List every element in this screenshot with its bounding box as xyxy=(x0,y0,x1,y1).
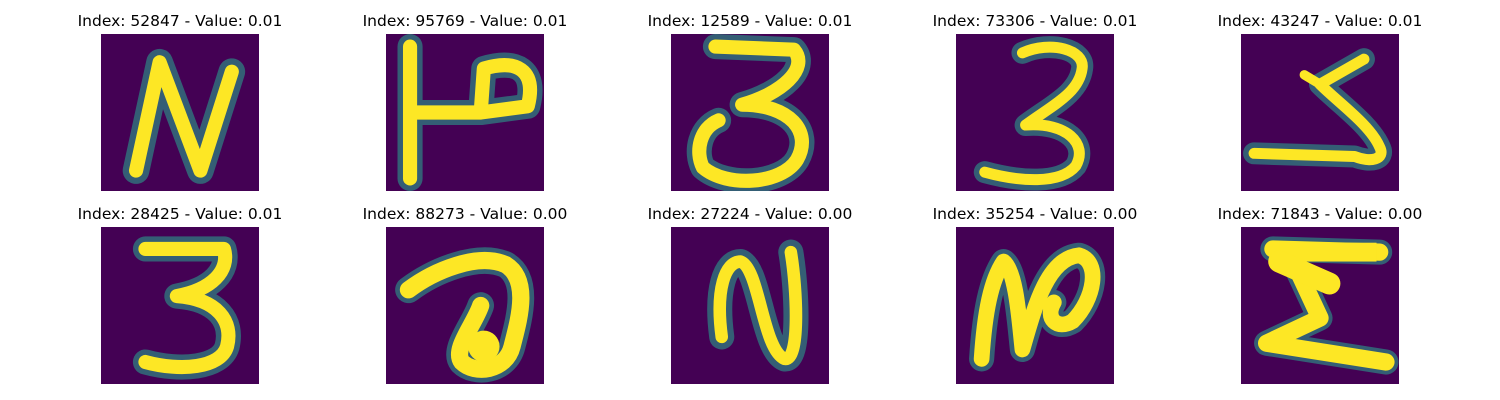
handwritten-3-glyph xyxy=(973,36,1094,191)
panel-title: Index: 35254 - Value: 0.00 xyxy=(932,205,1138,223)
handwritten-5-glyph xyxy=(1243,48,1392,171)
panel-title: Index: 88273 - Value: 0.00 xyxy=(362,205,568,223)
panel-image xyxy=(956,34,1114,191)
handwritten-n-glyph xyxy=(122,48,246,184)
panel-image xyxy=(956,227,1114,384)
panel-image xyxy=(386,227,544,384)
handwritten-z-glyph xyxy=(1254,236,1399,375)
panel-title: Index: 52847 - Value: 0.01 xyxy=(77,12,283,30)
handwritten-n-glyph xyxy=(707,239,809,372)
panel-image xyxy=(671,34,829,191)
panel-title: Index: 28425 - Value: 0.01 xyxy=(77,205,283,223)
handwritten-3-glyph xyxy=(686,34,815,191)
panel-image xyxy=(386,34,544,191)
panel-title: Index: 73306 - Value: 0.01 xyxy=(932,12,1138,30)
handwritten-n-glyph xyxy=(969,242,1106,372)
panel-title: Index: 71843 - Value: 0.00 xyxy=(1217,205,1423,223)
handwritten-7-glyph xyxy=(395,247,535,383)
panel-image xyxy=(1241,227,1399,384)
handwritten-3-glyph xyxy=(132,236,241,380)
panel-image xyxy=(101,227,259,384)
panel-title: Index: 43247 - Value: 0.01 xyxy=(1217,12,1423,30)
panel-title: Index: 12589 - Value: 0.01 xyxy=(647,12,853,30)
panel-image xyxy=(101,34,259,191)
panel-image xyxy=(671,227,829,384)
handwritten-h-glyph xyxy=(397,34,543,191)
panel-title: Index: 95769 - Value: 0.01 xyxy=(362,12,568,30)
panel-image xyxy=(1241,34,1399,191)
panel-title: Index: 27224 - Value: 0.00 xyxy=(647,205,853,223)
